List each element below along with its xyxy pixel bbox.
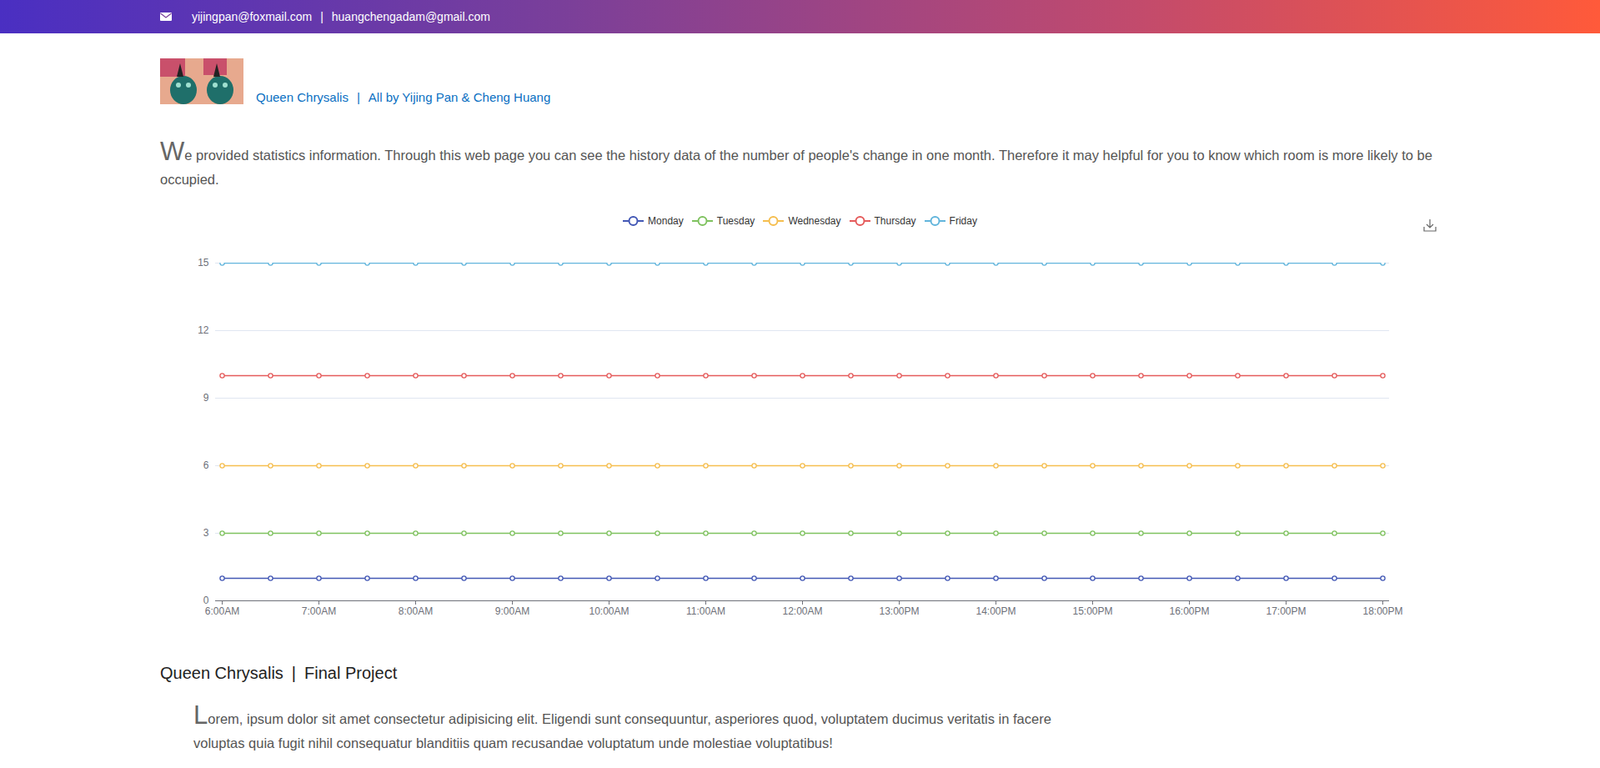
svg-text:13:00PM: 13:00PM	[878, 605, 919, 617]
svg-text:9:00AM: 9:00AM	[495, 605, 530, 617]
svg-text:7:00AM: 7:00AM	[301, 605, 337, 617]
html-text:Monday: Monday	[647, 215, 684, 227]
svg-text:18:00PM: 18:00PM	[1362, 605, 1403, 617]
svg-text:16:00PM: 16:00PM	[1168, 605, 1209, 617]
html-text:Tuesday: Tuesday	[716, 215, 755, 227]
svg-text:3: 3	[203, 526, 210, 539]
html-text:yijingpan@foxmail.com: yijingpan@foxmail.com	[191, 10, 312, 24]
html-text:Thursday: Thursday	[874, 215, 916, 227]
svg-text:6:00AM: 6:00AM	[205, 605, 240, 617]
html-text:huangchengadam@gmail.com: huangchengadam@gmail.com	[331, 10, 491, 24]
svg-text:0: 0	[203, 594, 210, 607]
svg-text:15: 15	[197, 256, 210, 269]
svg-text:17:00PM: 17:00PM	[1265, 605, 1306, 617]
html-text:All by Yijing Pan & Cheng Huan: All by Yijing Pan & Cheng Huang	[368, 90, 551, 105]
svg-text:14:00PM: 14:00PM	[975, 605, 1016, 617]
svg-text:12:00AM: 12:00AM	[782, 605, 823, 617]
svg-text:15:00PM: 15:00PM	[1072, 605, 1113, 617]
svg-text:12: 12	[197, 324, 210, 337]
svg-text:11:00AM: 11:00AM	[686, 605, 726, 617]
html-text:Wednesday: Wednesday	[788, 215, 841, 227]
html-text:Queen Chrysalis: Queen Chrysalis	[255, 90, 349, 105]
svg-text:9: 9	[203, 391, 210, 404]
html-text:Friday: Friday	[949, 215, 978, 227]
svg-text:10:00AM: 10:00AM	[588, 605, 629, 617]
html-text:We provided statistics informa: We provided statistics information. Thro…	[160, 136, 1433, 187]
html-text:Final Project: Final Project	[304, 663, 398, 683]
html-text:Queen Chrysalis: Queen Chrysalis	[160, 663, 284, 683]
html-text:Lorem, ipsum dolor sit amet co: Lorem, ipsum dolor sit amet consectetur …	[193, 700, 1052, 751]
svg-text:6: 6	[203, 459, 210, 472]
svg-text:8:00AM: 8:00AM	[398, 605, 433, 617]
